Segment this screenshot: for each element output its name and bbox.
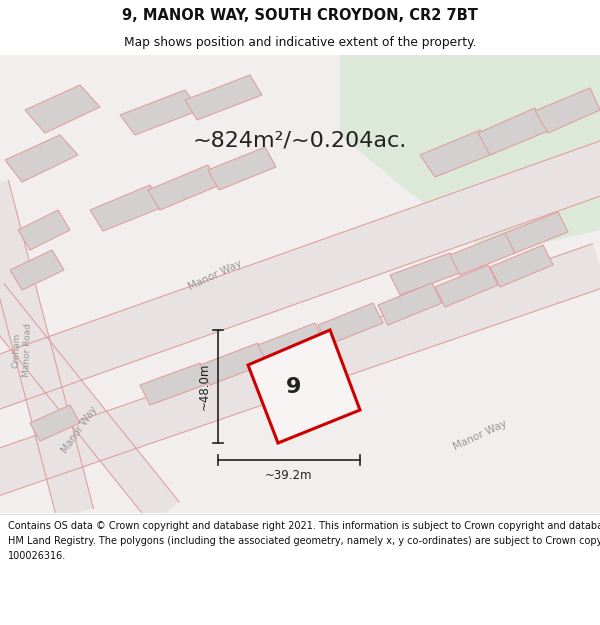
Text: HM Land Registry. The polygons (including the associated geometry, namely x, y c: HM Land Registry. The polygons (includin… <box>8 536 600 546</box>
Polygon shape <box>318 303 383 345</box>
Polygon shape <box>248 330 360 443</box>
Text: 9, MANOR WAY, SOUTH CROYDON, CR2 7BT: 9, MANOR WAY, SOUTH CROYDON, CR2 7BT <box>122 8 478 23</box>
Polygon shape <box>10 250 64 290</box>
Polygon shape <box>148 165 220 210</box>
Polygon shape <box>490 245 553 287</box>
Polygon shape <box>140 363 210 405</box>
Text: Manor Way: Manor Way <box>187 258 244 292</box>
Text: Croham
Manor Road: Croham Manor Road <box>11 322 32 378</box>
Polygon shape <box>0 244 600 496</box>
Polygon shape <box>378 283 442 325</box>
Polygon shape <box>390 253 460 295</box>
Text: Contains OS data © Crown copyright and database right 2021. This information is : Contains OS data © Crown copyright and d… <box>8 521 600 531</box>
Polygon shape <box>435 265 498 307</box>
Polygon shape <box>18 210 70 250</box>
Polygon shape <box>505 212 568 253</box>
Polygon shape <box>5 135 78 182</box>
Text: ~39.2m: ~39.2m <box>265 469 313 482</box>
Polygon shape <box>0 180 94 518</box>
Polygon shape <box>185 75 262 120</box>
Text: Manor Way: Manor Way <box>60 405 100 455</box>
Polygon shape <box>450 233 515 275</box>
Text: Map shows position and indicative extent of the property.: Map shows position and indicative extent… <box>124 36 476 49</box>
Polygon shape <box>25 85 100 133</box>
Text: ~824m²/~0.204ac.: ~824m²/~0.204ac. <box>193 130 407 150</box>
Polygon shape <box>478 108 548 155</box>
Polygon shape <box>258 323 325 365</box>
Polygon shape <box>200 343 268 385</box>
Text: 9: 9 <box>286 377 302 397</box>
Polygon shape <box>208 147 276 190</box>
Polygon shape <box>90 185 163 231</box>
Polygon shape <box>120 90 200 135</box>
Text: 100026316.: 100026316. <box>8 551 66 561</box>
Polygon shape <box>0 284 179 524</box>
Text: Manor Way: Manor Way <box>452 418 508 452</box>
Polygon shape <box>30 405 80 441</box>
Polygon shape <box>340 55 600 255</box>
Polygon shape <box>535 88 600 133</box>
Polygon shape <box>420 130 495 177</box>
Polygon shape <box>0 141 600 409</box>
Text: ~48.0m: ~48.0m <box>198 362 211 410</box>
